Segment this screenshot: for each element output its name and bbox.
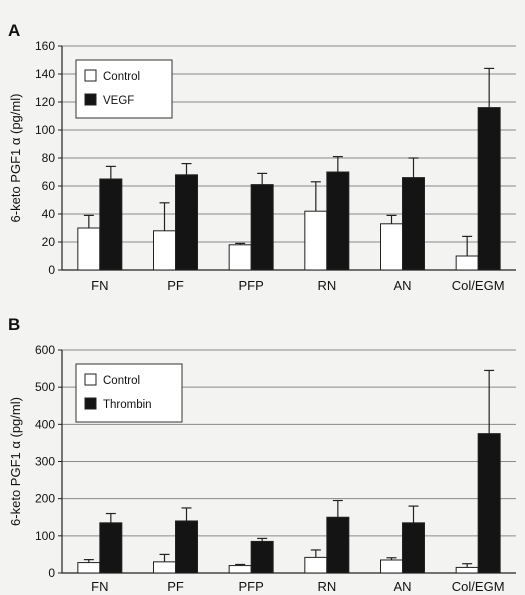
panel-b-ytick-label: 600 (35, 343, 55, 357)
panel-b-category-label: RN (317, 579, 336, 594)
panel-b-category-label: PFP (239, 579, 264, 594)
panel-a-label: A (8, 21, 20, 40)
panel-b-bar-thrombin-fn (99, 522, 123, 574)
panel-a-bar-control-col-egm (455, 255, 479, 271)
panel-b-chart: B 0 100 200 300 400 500 600 6-keto PGF1 α (pg/ml… (8, 315, 516, 594)
panel-a-ytick-label: 40 (42, 207, 56, 221)
panel-b-legend: Control Thrombin (75, 363, 183, 423)
panel-a-bar-control-pf (153, 230, 176, 271)
panel-b-category-label: FN (91, 579, 108, 594)
panel-b-ytick-label: 500 (35, 380, 55, 394)
panel-b-bar-control-pf (153, 561, 176, 574)
panel-a-bar-control-fn (77, 227, 101, 271)
panel-a-y-axis-label: 6-keto PGF1 α (pg/ml) (8, 94, 23, 223)
panel-a-bar-control-rn (304, 210, 328, 271)
panel-a-bar-control-pfp (228, 244, 252, 271)
panel-a-category-label: PFP (239, 278, 264, 293)
panel-a-legend-entry: Control (103, 71, 140, 83)
panel-b-bar-thrombin-pfp (250, 540, 274, 574)
panel-b-bar-thrombin-rn (326, 516, 350, 574)
panel-a-legend-swatch (84, 93, 97, 106)
panel-b-ytick-label: 200 (35, 492, 55, 506)
panel-b-ytick-label: 400 (35, 417, 55, 431)
panel-a-category-label: PF (167, 278, 184, 293)
panel-a-legend-entry: VEGF (103, 95, 134, 107)
panel-b-ytick-label: 300 (35, 455, 55, 469)
panel-a-bar-vegf-fn (99, 178, 123, 271)
panel-a-category-label: AN (393, 278, 411, 293)
panel-b-bar-control-fn (77, 562, 101, 574)
panel-b-bar-control-an (380, 559, 403, 574)
panel-b-ytick-label: 0 (48, 566, 55, 580)
panel-b-bar-control-rn (304, 556, 328, 574)
panel-a-ytick-label: 120 (35, 95, 55, 109)
panel-a-ytick-label: 20 (42, 235, 56, 249)
panel-a-bar-vegf-rn (326, 171, 350, 271)
panel-b-bar-thrombin-pf (175, 520, 198, 574)
panel-b-category-label: Col/EGM (452, 579, 505, 594)
panel-b-legend-entry: Control (103, 375, 140, 387)
panel-a-legend-box (75, 59, 173, 119)
panel-a-category-label: FN (91, 278, 108, 293)
panel-a-bar-vegf-col-egm (477, 107, 501, 271)
panel-a-ytick-label: 60 (42, 179, 56, 193)
panel-a-legend: Control VEGF (75, 59, 173, 119)
panel-a-bar-vegf-pf (175, 174, 198, 271)
panel-a-category-label: RN (317, 278, 336, 293)
panel-a-ytick-label: 80 (42, 151, 56, 165)
panel-b-label: B (8, 315, 20, 334)
panel-b-bar-control-col-egm (455, 566, 479, 574)
panel-b-legend-entry: Thrombin (103, 399, 152, 411)
panel-b-legend-swatch (84, 373, 97, 386)
panel-b-category-label: PF (167, 579, 184, 594)
panel-b-legend-swatch (84, 397, 97, 410)
panel-a-legend-swatch (84, 69, 97, 82)
panel-a-ytick-label: 140 (35, 67, 55, 81)
panel-a-bar-control-an (380, 223, 403, 271)
panel-a-category-label: Col/EGM (452, 278, 505, 293)
panel-b-legend-box (75, 363, 183, 423)
panel-b-bar-thrombin-an (402, 522, 425, 574)
panel-b-bar-thrombin-col-egm (477, 433, 501, 574)
panel-a-chart: A 0 20 40 60 80 100 120 140 160 6-keto PGF1 α (pg/… (8, 21, 516, 293)
panel-a-bar-vegf-an (402, 177, 425, 271)
panel-b-ytick-label: 100 (35, 529, 55, 543)
panel-a-ytick-label: 0 (48, 263, 55, 277)
panel-b-bar-control-pfp (228, 565, 252, 574)
panel-a-bar-vegf-pfp (250, 184, 274, 271)
panel-b-y-axis-label: 6-keto PGF1 α (pg/ml) (8, 397, 23, 526)
panel-b-category-label: AN (393, 579, 411, 594)
panel-a-ytick-label: 100 (35, 123, 55, 137)
panel-a-ytick-label: 160 (35, 39, 55, 53)
